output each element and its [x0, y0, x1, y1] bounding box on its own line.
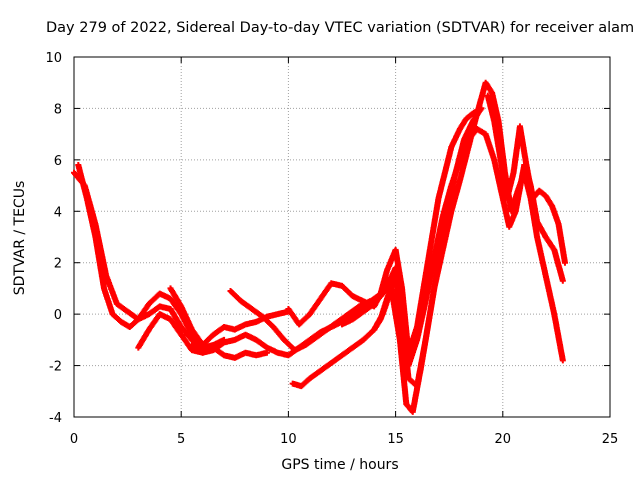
data-marker-run	[448, 158, 463, 188]
data-marker-run	[431, 248, 446, 290]
data-marker-run	[420, 248, 433, 290]
data-marker-run	[361, 327, 377, 342]
data-point	[559, 357, 566, 364]
data-marker-run	[448, 178, 463, 213]
data-marker-run	[189, 327, 205, 347]
data-marker-run	[523, 163, 536, 200]
data-series-track-9	[339, 79, 566, 390]
data-marker-run	[551, 248, 566, 283]
y-tick-label: 4	[54, 205, 62, 220]
y-tick-label: -4	[49, 411, 62, 426]
data-marker-run	[397, 338, 410, 406]
data-marker-run	[178, 304, 195, 332]
data-marker-run	[103, 274, 120, 306]
data-marker-run	[168, 307, 184, 329]
data-series-track-6	[188, 288, 388, 359]
x-axis-label: GPS time / hours	[281, 457, 399, 473]
data-marker-run	[307, 297, 323, 316]
data-marker-run	[491, 119, 504, 162]
x-tick-label: 0	[70, 432, 78, 447]
data-marker-run	[168, 286, 184, 309]
data-marker-run	[457, 137, 471, 162]
data-marker-run	[483, 132, 497, 162]
data-marker-run	[92, 235, 107, 290]
y-tick-label: 6	[54, 154, 62, 169]
data-marker-run	[534, 219, 548, 239]
y-tick-label: 0	[54, 308, 62, 323]
chart-title: Day 279 of 2022, Sidereal Day-to-day VTE…	[46, 20, 635, 36]
data-marker-run	[506, 209, 519, 229]
data-marker-run	[75, 163, 90, 200]
data-marker-run	[271, 325, 287, 342]
x-tick-label: 5	[177, 432, 185, 447]
data-marker-run	[549, 204, 561, 226]
data-marker-run	[555, 222, 568, 265]
data-marker-run	[491, 158, 506, 200]
data-marker-run	[84, 197, 99, 239]
data-marker-run	[168, 317, 184, 337]
data-marker-run	[449, 127, 463, 149]
data-marker-run	[101, 286, 116, 316]
data-marker-run	[136, 327, 152, 350]
y-tick-label: -2	[49, 360, 62, 375]
data-marker-run	[297, 312, 312, 327]
data-point	[263, 349, 270, 356]
y-tick-label: 8	[54, 102, 62, 117]
y-tick-label: 2	[54, 257, 62, 272]
data-marker-run	[168, 297, 184, 316]
y-axis-label: SDTVAR / TECUs	[12, 180, 28, 296]
data-marker-run	[179, 325, 194, 342]
data-marker-run	[440, 209, 454, 252]
data-marker-run	[414, 338, 429, 388]
data-marker-run	[427, 197, 442, 252]
y-tick-label: 10	[45, 51, 62, 66]
data-series-track-1	[71, 169, 206, 354]
data-series-track-3	[135, 311, 270, 361]
data-series-track-11	[484, 92, 568, 266]
data-point	[561, 259, 568, 266]
data-series-track-7	[285, 105, 485, 356]
data-marker-run	[551, 312, 566, 362]
data-marker-run	[422, 287, 437, 342]
data-marker-run	[146, 312, 162, 332]
data-marker-run	[534, 235, 549, 277]
data-marker-run	[422, 256, 437, 303]
data-marker-run	[431, 215, 446, 259]
data-marker-run	[392, 274, 405, 329]
data-series-track-8	[289, 105, 485, 415]
data-marker-run	[543, 274, 557, 316]
x-tick-label: 15	[387, 432, 404, 447]
x-tick-label: 10	[280, 432, 297, 447]
data-marker-run	[340, 283, 355, 299]
data-marker-run	[286, 307, 302, 327]
data-point	[559, 277, 566, 284]
data-marker-run	[474, 81, 489, 116]
data-marker-run	[406, 338, 420, 368]
data-marker-run	[372, 289, 387, 306]
data-marker-run	[517, 125, 530, 167]
data-series-track-2	[75, 162, 228, 351]
plot-frame	[73, 56, 611, 418]
data-marker-run	[318, 281, 334, 301]
data-marker-run	[414, 299, 429, 342]
data-marker-run	[127, 317, 141, 329]
x-tick-label: 25	[602, 432, 619, 447]
x-tick-label: 20	[495, 432, 512, 447]
data-marker-run	[179, 333, 194, 352]
data-marker-run	[440, 184, 454, 218]
data-marker-run	[457, 145, 472, 182]
